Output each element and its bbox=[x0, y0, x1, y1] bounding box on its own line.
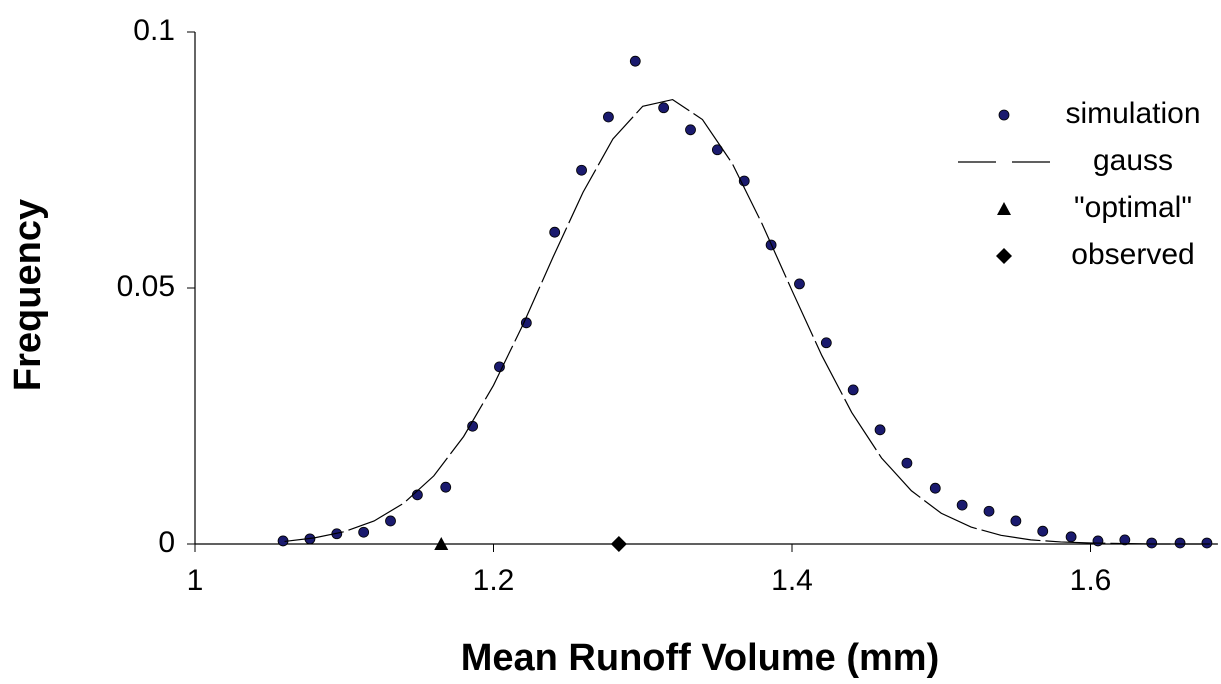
x-tick-label: 1.2 bbox=[473, 564, 515, 597]
point bbox=[794, 278, 805, 290]
legend-swatch bbox=[998, 109, 1010, 121]
point bbox=[1092, 535, 1104, 547]
gauss-line bbox=[284, 98, 1210, 545]
point bbox=[901, 457, 913, 469]
point bbox=[847, 384, 859, 396]
point bbox=[983, 505, 995, 517]
x-axis-label: Mean Runoff Volume (mm) bbox=[461, 637, 940, 679]
legend-label: gauss bbox=[1093, 144, 1173, 177]
point bbox=[610, 536, 627, 552]
point bbox=[385, 515, 396, 527]
point bbox=[549, 226, 561, 238]
legend-label: observed bbox=[1071, 238, 1194, 271]
y-axis-label: Frequency bbox=[7, 199, 49, 391]
point bbox=[603, 111, 614, 123]
point bbox=[1119, 534, 1131, 546]
point bbox=[820, 337, 832, 349]
point bbox=[956, 499, 968, 511]
x-tick-label: 1.4 bbox=[771, 564, 813, 597]
y-tick-label: 0 bbox=[158, 526, 175, 559]
legend-label: simulation bbox=[1065, 97, 1200, 130]
point bbox=[1037, 525, 1049, 537]
point bbox=[440, 481, 452, 493]
x-tick-label: 1 bbox=[187, 564, 204, 597]
point bbox=[929, 482, 941, 494]
y-tick-label: 0.05 bbox=[117, 270, 175, 303]
point bbox=[520, 317, 532, 329]
point bbox=[434, 537, 449, 550]
legend-swatch bbox=[996, 248, 1012, 264]
legend-swatch bbox=[997, 202, 1011, 215]
point bbox=[629, 55, 641, 67]
point bbox=[658, 102, 670, 114]
point bbox=[1174, 537, 1186, 549]
x-tick-label: 1.6 bbox=[1070, 564, 1112, 597]
point bbox=[1201, 537, 1213, 549]
point bbox=[1065, 531, 1077, 543]
y-tick-label: 0.1 bbox=[133, 14, 175, 47]
point bbox=[1010, 515, 1022, 527]
point bbox=[874, 424, 886, 436]
point bbox=[1146, 537, 1158, 549]
point bbox=[685, 124, 696, 136]
legend-label: "optimal" bbox=[1074, 191, 1192, 224]
point bbox=[576, 164, 587, 176]
point bbox=[358, 526, 370, 538]
